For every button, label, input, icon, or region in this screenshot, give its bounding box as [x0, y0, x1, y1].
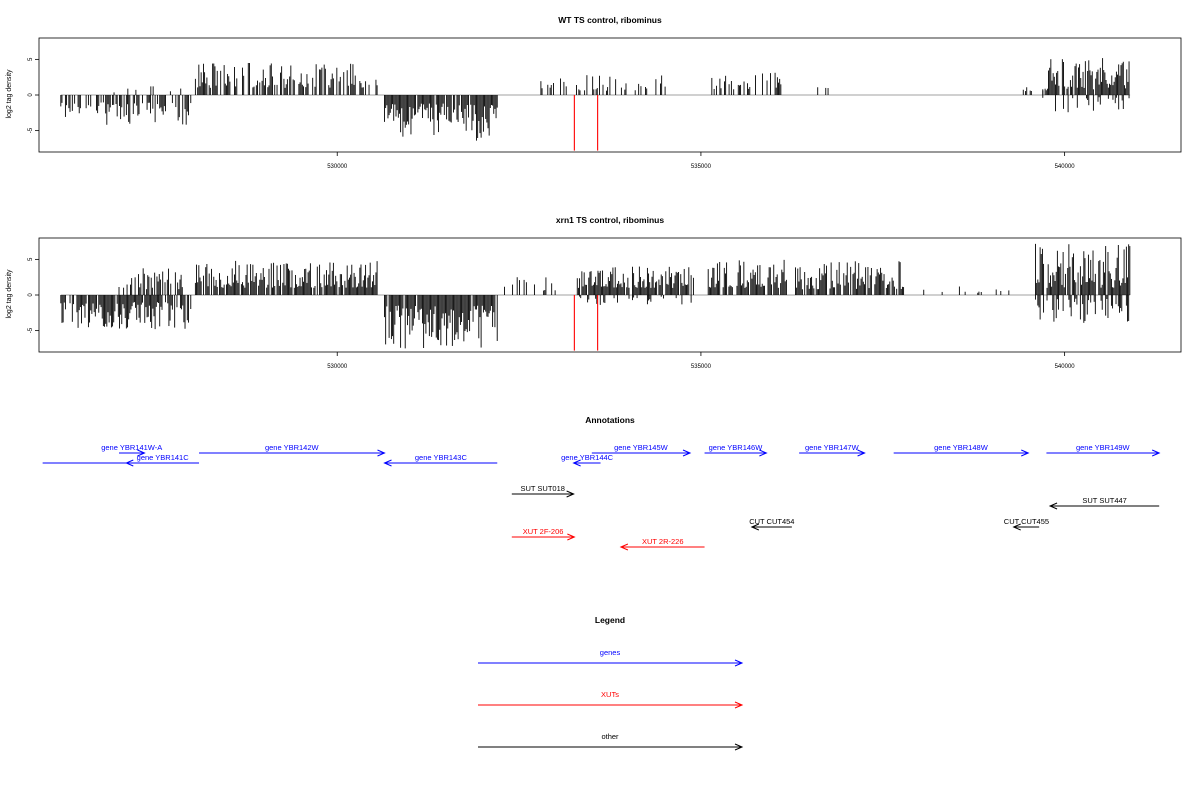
wt-track-marks: [60, 58, 1131, 151]
feature-label: gene YBR141W-A: [101, 443, 162, 452]
feature-arrow-head: [759, 449, 768, 457]
feature-arrow-head: [1048, 502, 1058, 510]
xrn1-track-panel: xrn1 TS control, ribominus log2 tag dens…: [6, 215, 1182, 370]
feature-arrow-head: [566, 490, 575, 498]
feature-label: gene YBR143C: [415, 453, 468, 462]
wt-track-panel: WT TS control, ribominus log2 tag densit…: [6, 15, 1182, 170]
feature-label: XUT 2R-226: [642, 537, 684, 546]
feature-label: SUT SUT018: [520, 484, 564, 493]
feature-arrow-head: [1021, 449, 1030, 457]
feature-label: XUT 2F-206: [523, 527, 564, 536]
xrn1-y-axis-label: log2 tag density: [6, 269, 13, 319]
wt-x-tick-label: 535000: [691, 164, 712, 170]
legend-arrow-head: [734, 659, 744, 667]
xrn1-y-tick-label: -5: [28, 327, 34, 333]
feature-arrow-head: [383, 459, 392, 467]
feature-arrow-head: [1151, 449, 1161, 457]
xrn1-y-tick-label: 5: [28, 257, 34, 261]
feature-label: gene YBR145W: [614, 443, 669, 452]
legend-arrow-head: [734, 701, 744, 709]
feature-arrow-head: [567, 533, 576, 541]
legend-label: other: [601, 732, 619, 741]
feature-arrow-head: [125, 459, 134, 467]
feature-label: gene YBR141C: [137, 453, 190, 462]
feature-label: gene YBR149W: [1076, 443, 1131, 452]
feature-arrow-head: [682, 449, 692, 457]
feature-arrow-head: [619, 543, 629, 551]
annotations-title: Annotations: [585, 415, 635, 425]
xrn1-x-tick-label: 535000: [691, 364, 712, 370]
feature-label: CUT CUT454: [749, 517, 794, 526]
feature-arrow-head: [137, 449, 146, 457]
xrn1-x-tick-label: 530000: [327, 364, 348, 370]
xrn1-track-marks: [60, 243, 1131, 351]
feature-label: gene YBR147W: [805, 443, 860, 452]
wt-x-tick-label: 530000: [327, 164, 348, 170]
xrn1-x-tick-label: 540000: [1055, 364, 1076, 370]
feature-label: SUT SUT447: [1082, 496, 1126, 505]
xrn1-y-tick-label: 0: [28, 293, 34, 297]
feature-label: gene YBR142W: [265, 443, 320, 452]
legend-label: genes: [600, 648, 621, 657]
feature-label: CUT CUT455: [1004, 517, 1049, 526]
xrn1-y-axis: -5 0 5: [28, 257, 39, 333]
xrn1-track-title: xrn1 TS control, ribominus: [556, 215, 664, 225]
wt-track-title: WT TS control, ribominus: [558, 15, 662, 25]
feature-arrow-head: [750, 523, 760, 531]
legend-panel: Legend genes XUTs other: [478, 615, 744, 751]
xrn1-x-axis: 530000 535000 540000: [327, 352, 1075, 370]
wt-y-tick-label: 0: [28, 93, 34, 97]
feature-label: gene YBR148W: [934, 443, 989, 452]
wt-x-axis: 530000 535000 540000: [327, 152, 1075, 170]
feature-arrow-head: [857, 449, 866, 457]
wt-y-axis: -5 0 5: [28, 57, 39, 133]
legend-label: XUTs: [601, 690, 619, 699]
feature-arrow-head: [1012, 523, 1021, 531]
wt-y-tick-label: -5: [28, 127, 34, 133]
legend-items: genes XUTs other: [478, 648, 744, 751]
wt-y-axis-label: log2 tag density: [6, 69, 13, 119]
feature-arrow-head: [572, 459, 581, 467]
legend-arrow-head: [734, 743, 744, 751]
wt-x-tick-label: 540000: [1055, 164, 1076, 170]
feature-label: gene YBR144C: [561, 453, 614, 462]
wt-y-tick-label: 5: [28, 57, 34, 61]
feature-label: gene YBR146W: [709, 443, 764, 452]
legend-title: Legend: [595, 615, 625, 625]
feature-arrow-head: [377, 449, 386, 457]
